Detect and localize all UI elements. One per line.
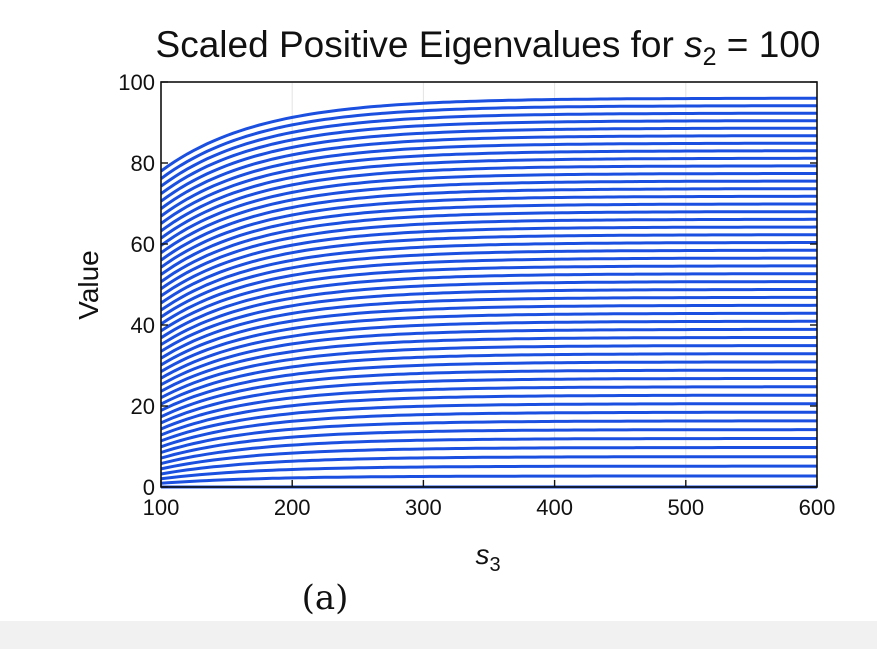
eigenvalue-curve-10 — [160, 402, 817, 443]
eigenvalue-curve-18 — [160, 335, 818, 393]
eigenvalue-curve-37 — [160, 187, 817, 262]
eigenvalue-curve-40 — [160, 164, 817, 240]
x-axis-label-sub: 3 — [489, 554, 500, 576]
eigenvalue-curve-27 — [160, 264, 817, 333]
eigenvalue-curve-42 — [160, 149, 817, 225]
eigenvalue-curve-11 — [160, 393, 817, 437]
eigenvalue-curve-35 — [160, 202, 817, 276]
eigenvalue-curve-14 — [160, 368, 817, 419]
eigenvalue-curve-20 — [160, 319, 817, 380]
x-axis-label-var: s — [475, 539, 489, 570]
eigenvalue-curve-24 — [160, 288, 817, 353]
chart-title: Scaled Positive Eigenvalues for s2 = 100 — [156, 24, 821, 71]
x-axis-label: s3 — [475, 539, 500, 576]
eigenvalue-curve-7 — [160, 428, 817, 460]
eigenvalue-curve-5 — [160, 446, 817, 471]
bottom-strip — [0, 621, 877, 649]
eigenvalue-curve-19 — [160, 327, 817, 387]
eigenvalue-curve-16 — [160, 352, 817, 406]
x-tick-label-100: 100 — [143, 495, 180, 520]
eigenvalue-curve-4 — [160, 455, 817, 476]
eigenvalue-curve-23 — [160, 295, 817, 360]
eigenvalue-curve-45 — [160, 126, 817, 203]
x-tick-label-500: 500 — [667, 495, 704, 520]
eigenvalue-curve-36 — [160, 194, 817, 269]
eigenvalue-curve-43 — [160, 141, 817, 218]
eigenvalue-curve-47 — [160, 111, 817, 188]
y-axis-label: Value — [73, 250, 104, 320]
figure-caption: (a) — [301, 578, 349, 618]
chart-title-sub: 2 — [703, 43, 717, 71]
curve-group — [160, 96, 818, 489]
eigenvalue-curve-31 — [160, 233, 817, 305]
y-tick-label-20: 20 — [131, 394, 155, 419]
eigenvalue-curve-8 — [160, 419, 817, 454]
plot-frame — [160, 81, 818, 488]
eigenvalue-curve-28 — [160, 256, 817, 326]
eigenvalue-curve-15 — [160, 360, 817, 412]
eigenvalue-curve-25 — [160, 280, 817, 346]
eigenvalue-curve-41 — [160, 156, 817, 233]
eigenvalue-curve-6 — [160, 437, 817, 466]
eigenvalue-curve-26 — [160, 272, 817, 340]
eigenvalue-curve-39 — [160, 172, 817, 247]
eigenvalue-curve-48 — [160, 104, 817, 180]
axis-ticks: 100 200 300 400 500 600 0 20 40 60 80 100 — [118, 70, 835, 520]
eigenvalue-curve-44 — [160, 134, 817, 210]
eigenvalue-curve-30 — [160, 241, 817, 312]
y-tick-label-80: 80 — [131, 151, 155, 176]
y-tick-label-0: 0 — [143, 475, 155, 500]
eigenvalue-curve-17 — [160, 344, 817, 400]
eigenvalue-curve-22 — [160, 303, 818, 367]
x-tick-label-600: 600 — [799, 495, 836, 520]
chart-title-rest: = 100 — [717, 24, 821, 65]
eigenvalue-curve-38 — [160, 179, 817, 255]
eigenvalue-curve-3 — [160, 464, 817, 481]
eigenvalue-curve-2 — [160, 474, 817, 485]
y-tick-label-60: 60 — [131, 232, 155, 257]
chart-title-main: Scaled Positive Eigenvalues for — [156, 24, 685, 65]
eigenvalue-curve-49 — [160, 96, 817, 173]
eigenvalue-curve-32 — [160, 225, 818, 298]
x-tick-label-400: 400 — [536, 495, 573, 520]
y-tick-label-40: 40 — [131, 313, 155, 338]
y-tick-label-100: 100 — [118, 70, 155, 95]
eigenvalue-curve-34 — [160, 210, 817, 283]
eigenvalue-curve-21 — [160, 311, 817, 373]
eigenvalue-curve-13 — [160, 377, 817, 425]
eigenvalue-curve-29 — [160, 248, 817, 319]
chart-title-var: s — [684, 24, 703, 65]
x-tick-label-200: 200 — [274, 495, 311, 520]
eigenvalue-curve-33 — [160, 217, 817, 291]
eigenvalue-curve-46 — [160, 119, 817, 195]
x-tick-label-300: 300 — [405, 495, 442, 520]
eigenvalue-curve-9 — [160, 410, 817, 449]
eigenvalue-curve-12 — [160, 385, 817, 431]
